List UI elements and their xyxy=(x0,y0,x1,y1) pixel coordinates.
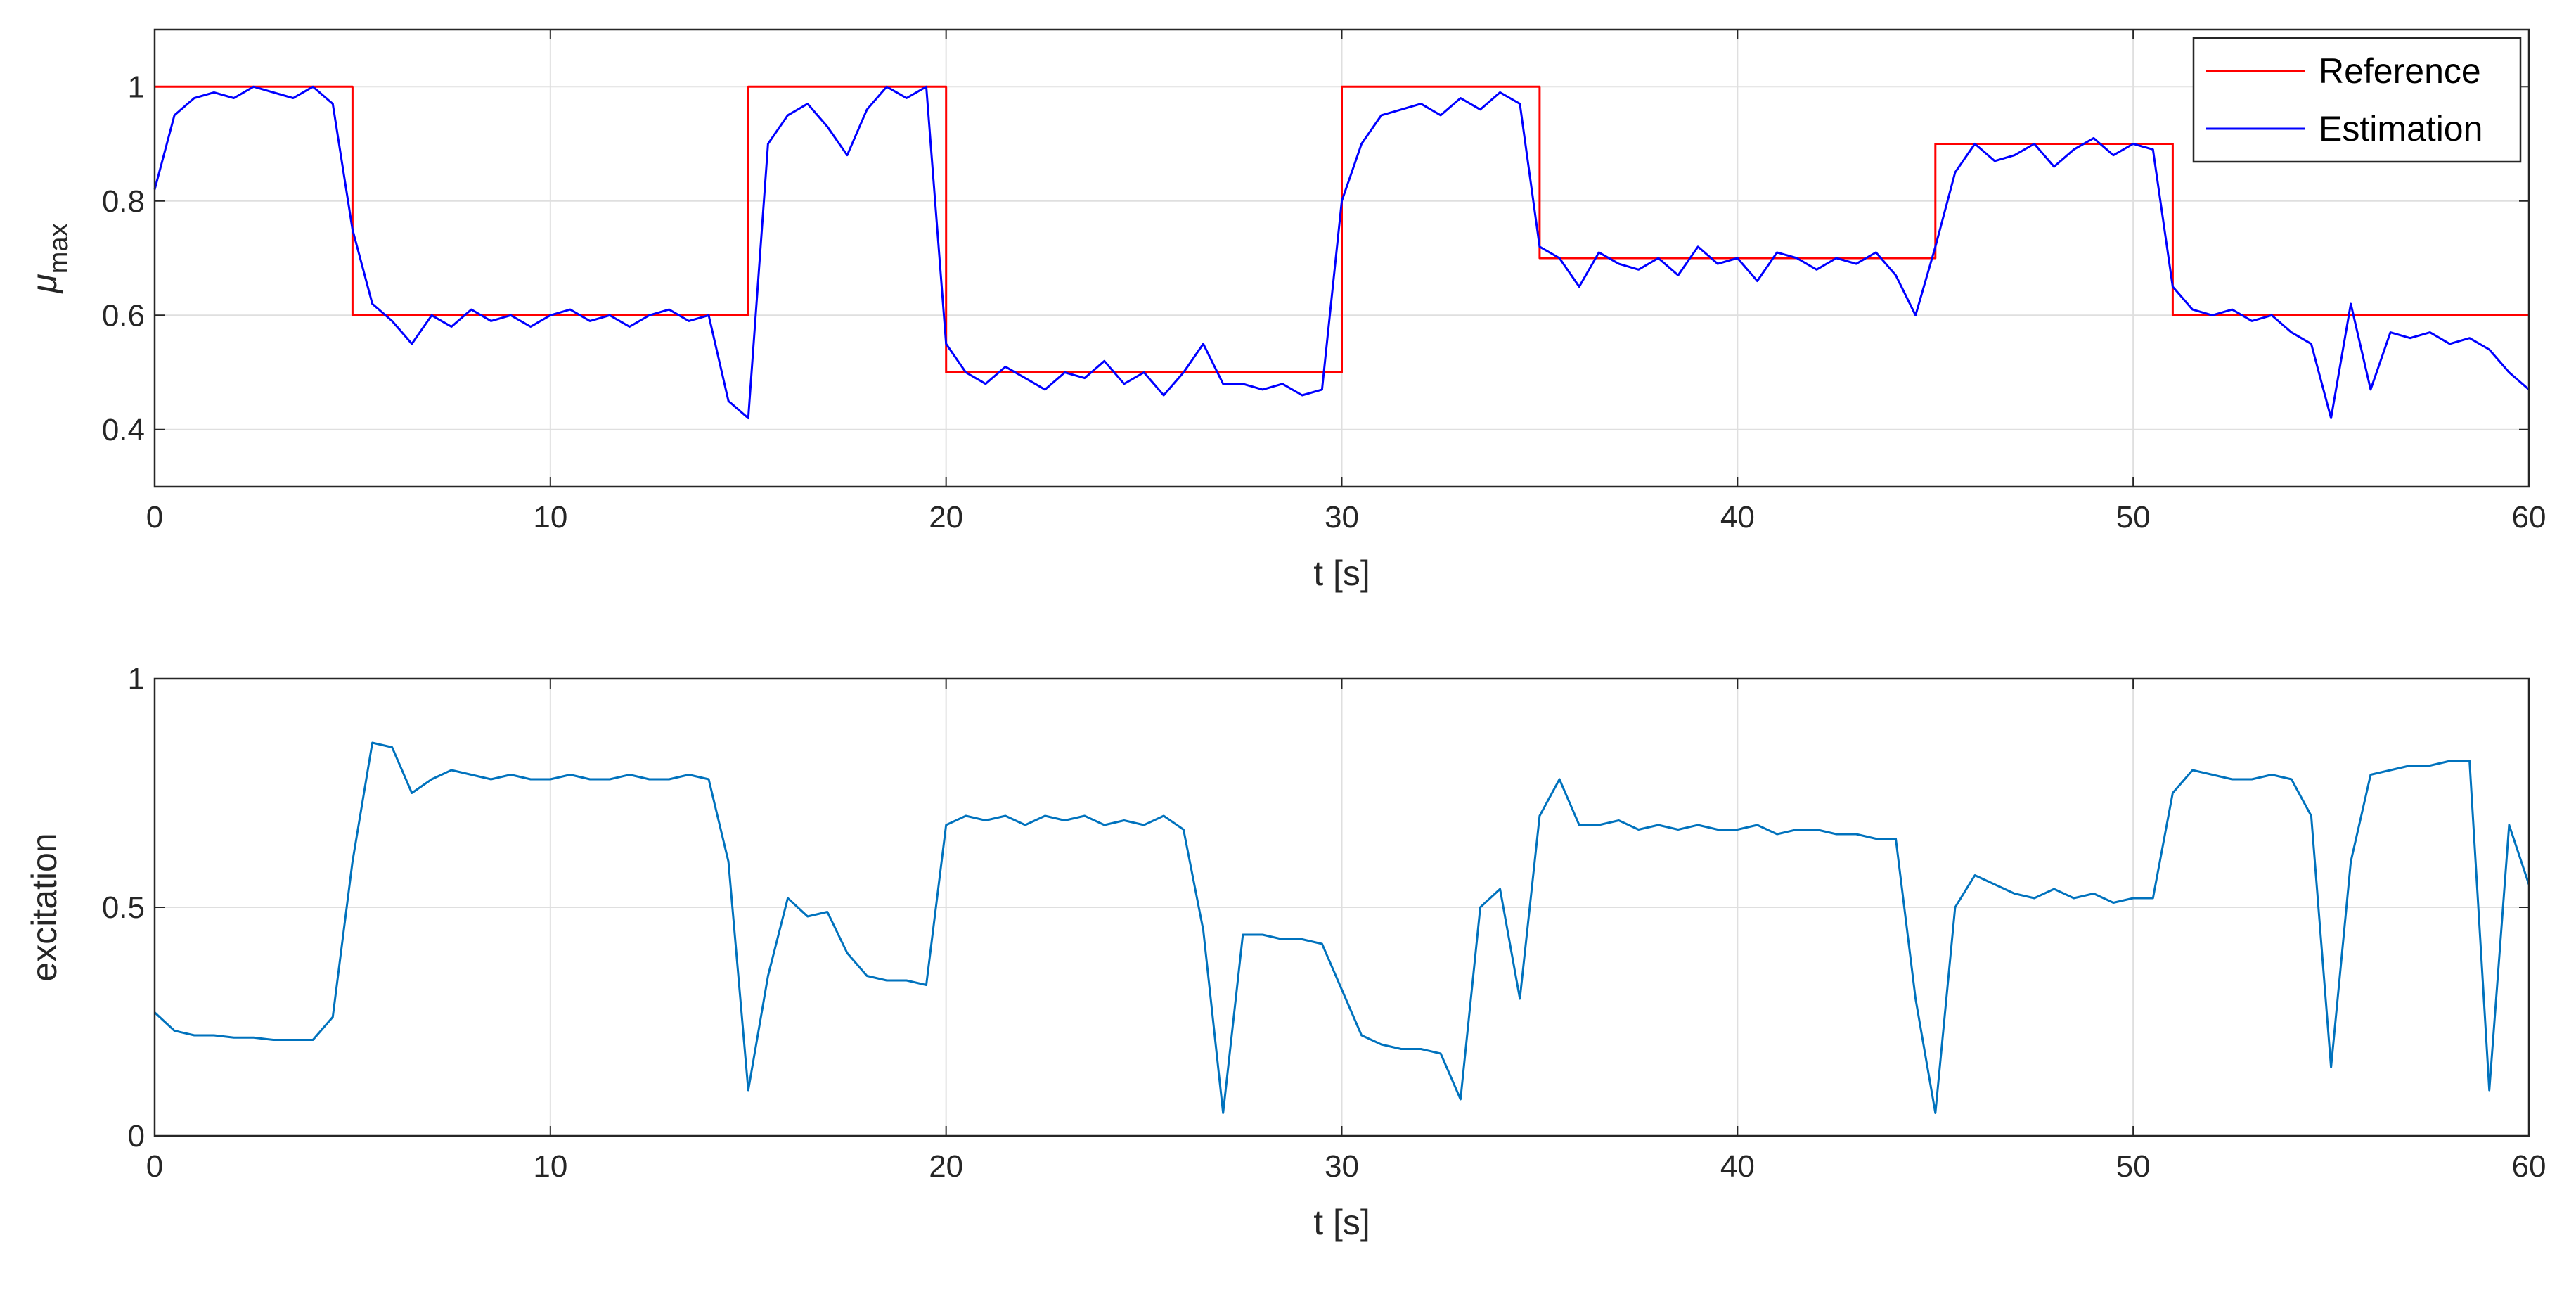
x-axis-label: t [s] xyxy=(1313,554,1370,593)
y-axis-label-main: excitation xyxy=(25,833,64,981)
data-line xyxy=(153,741,2530,1114)
y-axis-label: excitation xyxy=(25,833,64,981)
legend: Reference Estimation xyxy=(2192,37,2522,163)
y-tick-label: 1 xyxy=(128,70,145,104)
x-tick-label: 30 xyxy=(1325,500,1359,535)
x-tick-label: 10 xyxy=(533,500,567,535)
axes-box xyxy=(153,28,2530,488)
data-line xyxy=(153,85,2530,419)
x-tick-label: 20 xyxy=(929,1149,963,1184)
y-tick-label: 0.6 xyxy=(102,298,145,333)
legend-label: Reference xyxy=(2319,51,2481,91)
x-tick-label: 10 xyxy=(533,1149,567,1184)
x-tick-label: 20 xyxy=(929,500,963,535)
y-tick-label: 0.8 xyxy=(102,184,145,219)
y-tick-label: 0.4 xyxy=(102,413,145,447)
y-axis-label: μmax xyxy=(25,223,74,294)
x-tick-label: 0 xyxy=(146,500,163,535)
legend-label: Estimation xyxy=(2319,109,2482,148)
y-tick-label: 0.5 xyxy=(102,890,145,925)
x-tick-label: 30 xyxy=(1325,1149,1359,1184)
x-tick-label: 60 xyxy=(2512,500,2546,535)
x-tick-label: 50 xyxy=(2116,500,2151,535)
y-tick-label: 1 xyxy=(128,662,145,696)
axes-box xyxy=(153,677,2530,1137)
x-tick-label: 40 xyxy=(1720,500,1755,535)
legend-box xyxy=(2192,37,2522,163)
x-tick-label: 60 xyxy=(2512,1149,2546,1184)
y-axis-label-main: μ xyxy=(25,274,64,294)
x-tick-label: 50 xyxy=(2116,1149,2151,1184)
x-tick-label: 40 xyxy=(1720,1149,1755,1184)
x-axis-label: t [s] xyxy=(1313,1203,1370,1242)
y-tick-label: 0 xyxy=(128,1119,145,1153)
x-tick-label: 0 xyxy=(146,1149,163,1184)
y-axis-label-subscript: max xyxy=(44,223,74,274)
